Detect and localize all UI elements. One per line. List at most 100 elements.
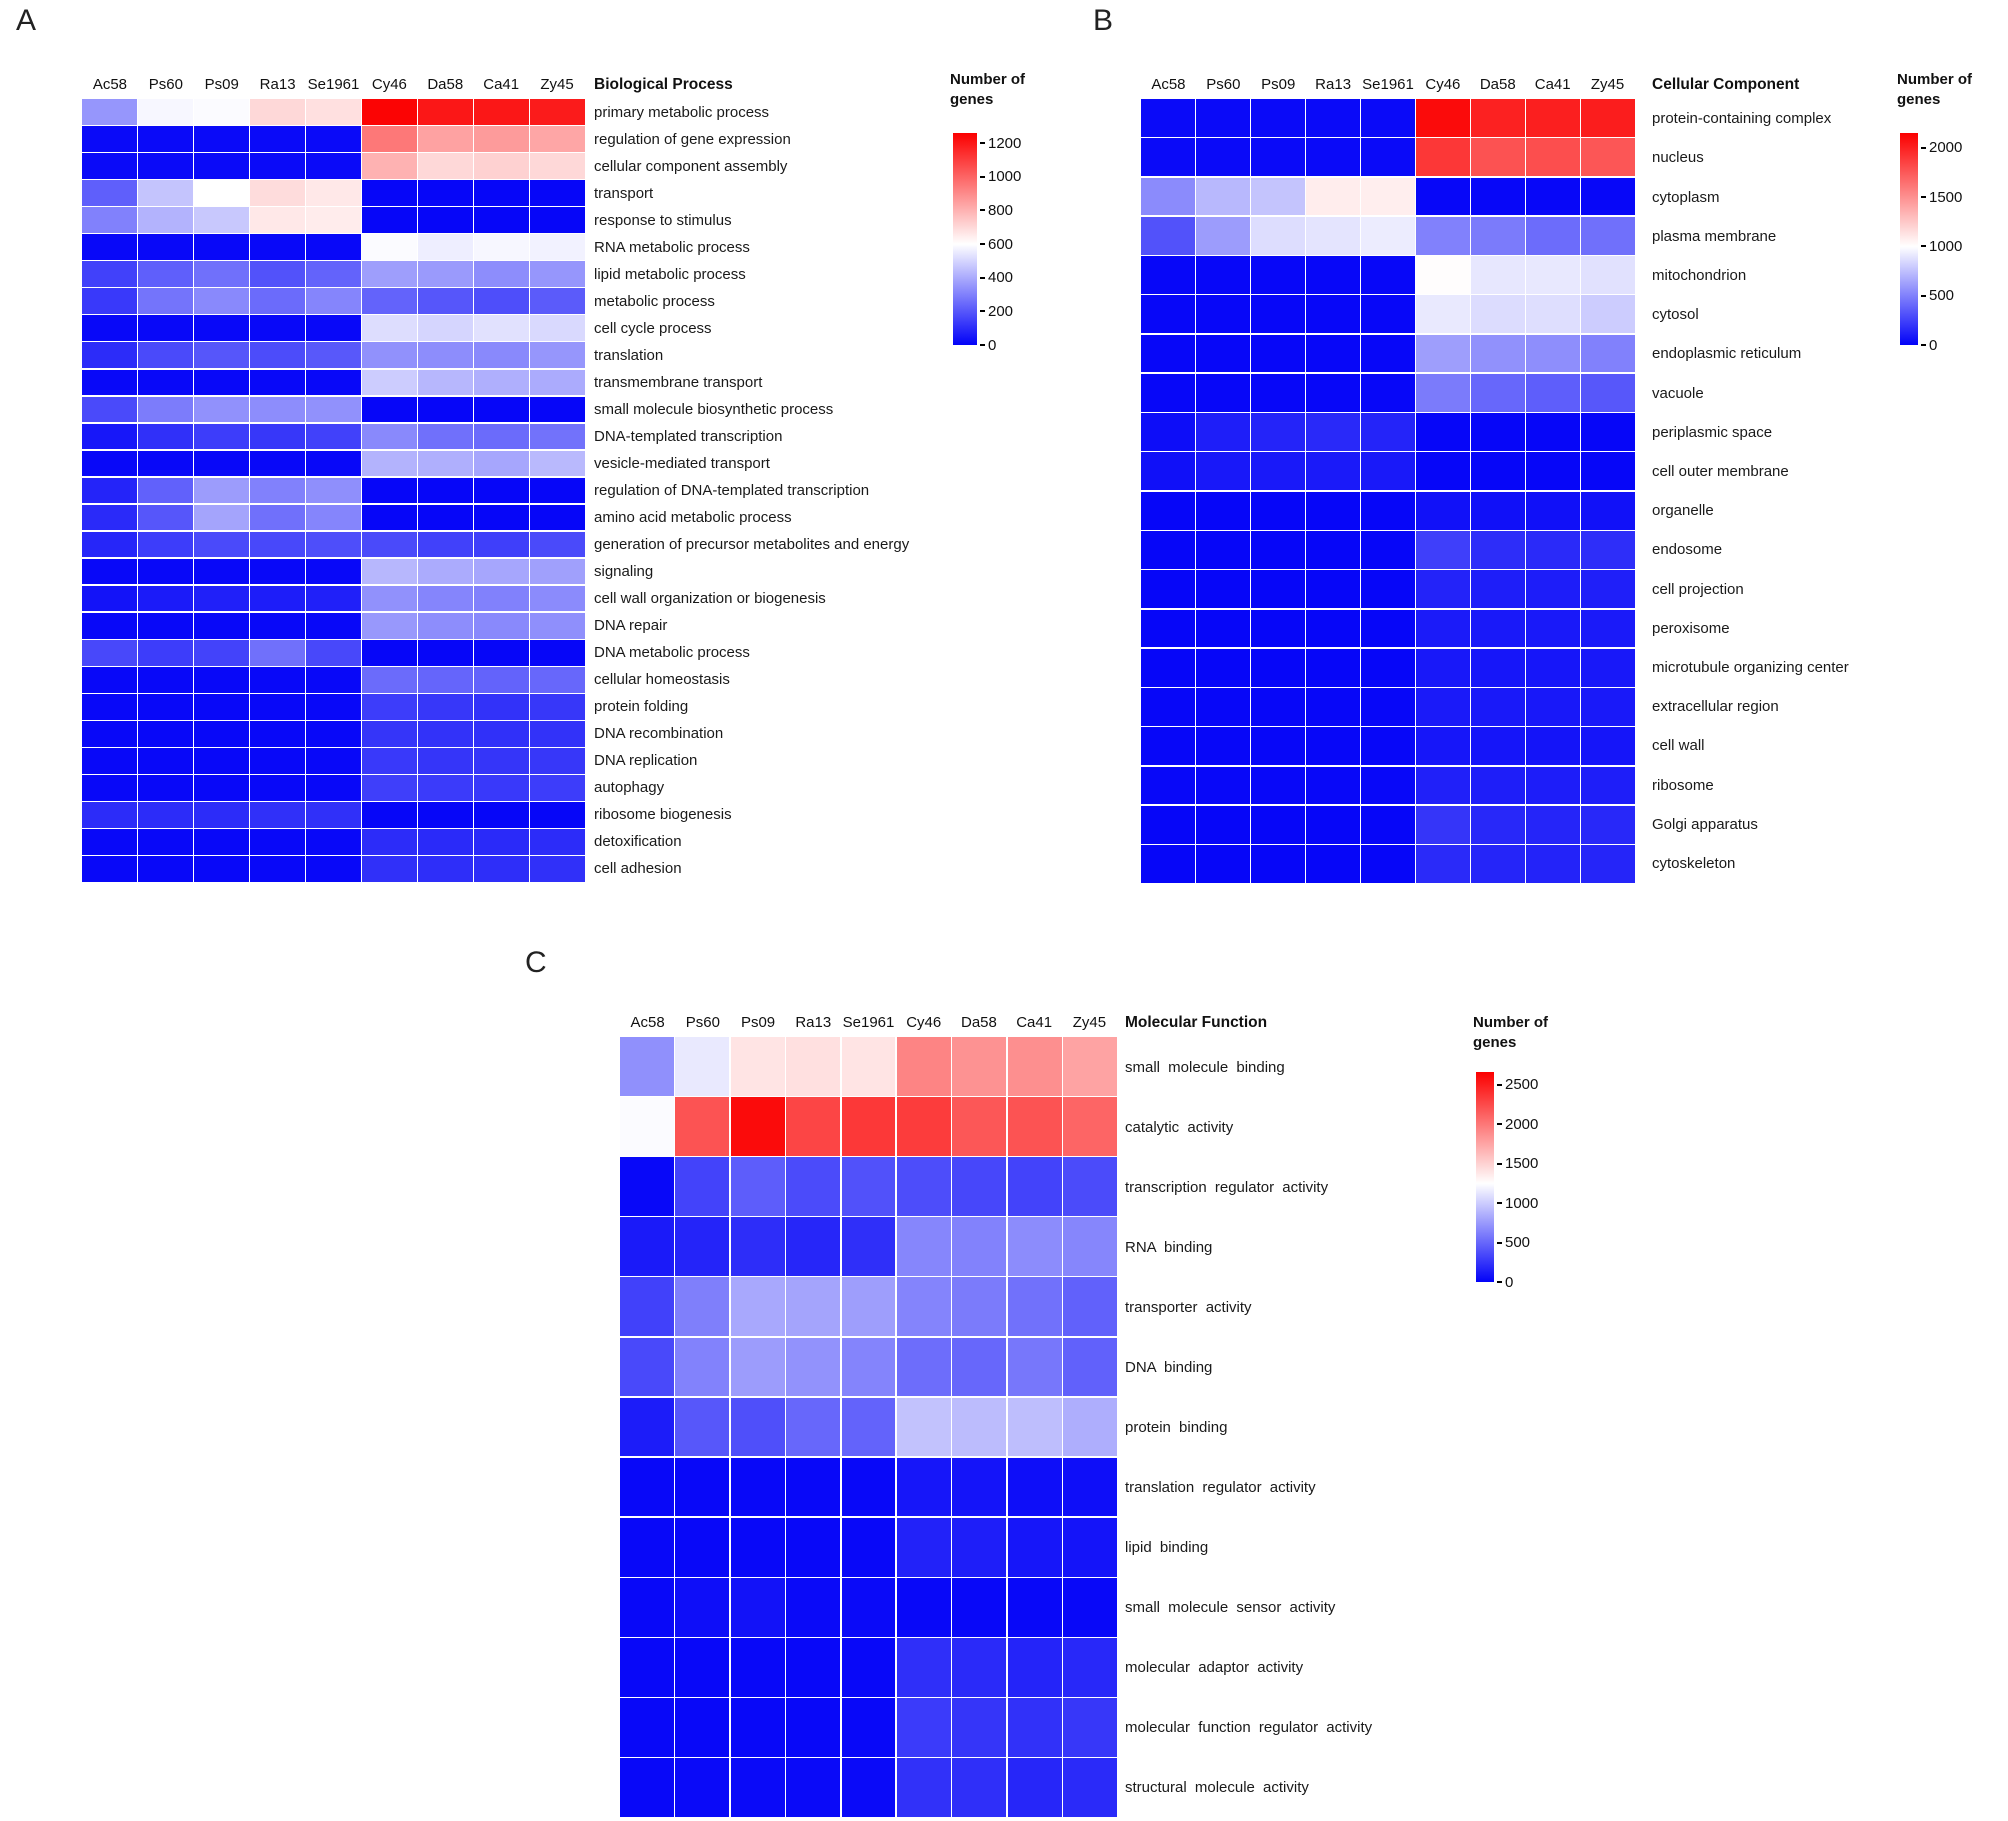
heatmap-cell [1063, 1097, 1117, 1156]
heatmap-cell [1007, 1457, 1062, 1517]
heatmap-cell [952, 1037, 1007, 1096]
heatmap-cell [362, 207, 417, 233]
heatmap-cell [418, 396, 473, 423]
heatmap-grid [620, 1037, 1117, 1817]
heatmap-cell [1416, 609, 1470, 648]
heatmap-cell [1526, 531, 1580, 569]
heatmap-cell [1581, 334, 1635, 373]
heatmap-cell [1063, 1037, 1117, 1096]
row-label: small molecule sensor activity [1125, 1598, 1336, 1616]
column-header-ac58: Ac58 [630, 1014, 665, 1031]
row-labels: protein-containing complex nucleus cytopla… [1652, 99, 1902, 883]
tick-mark-icon [1921, 294, 1926, 297]
heatmap-cell [82, 261, 137, 287]
heatmap-cell [1251, 727, 1305, 766]
heatmap-cell [675, 1217, 730, 1276]
heatmap-cell [675, 1157, 730, 1216]
heatmap-cell [530, 640, 585, 666]
heatmap-cell [1306, 805, 1360, 844]
heatmap-cell [138, 450, 193, 477]
heatmap-cell [194, 369, 249, 396]
tick-label: 1500 [1929, 188, 1963, 206]
row-label: DNA replication [594, 752, 698, 769]
panel-a-letter: A [16, 4, 37, 37]
legend-tick: 1000 [1921, 238, 1962, 254]
heatmap-cell [1251, 216, 1305, 255]
heatmap-grid [82, 99, 585, 882]
row-label: DNA repair [594, 617, 668, 634]
tick-mark-icon [1921, 245, 1926, 248]
heatmap-cell [620, 1517, 674, 1577]
heatmap-cell [138, 234, 193, 260]
legend-tick: 1000 [980, 169, 1021, 185]
row-label: transmembrane transport [594, 374, 763, 391]
heatmap-cell [1526, 295, 1580, 334]
row-label: protein binding [1125, 1418, 1228, 1436]
column-header-zy45: Zy45 [1590, 76, 1625, 93]
heatmap-cell [620, 1638, 674, 1697]
heatmap-cell [362, 748, 417, 774]
heatmap-cell [1007, 1157, 1062, 1216]
heatmap-grid [1141, 99, 1635, 883]
heatmap-cell [1361, 256, 1415, 294]
heatmap-cell [474, 802, 529, 828]
tick-label: 1200 [988, 134, 1022, 152]
heatmap-cell [1063, 1277, 1117, 1337]
heatmap-cell [530, 802, 585, 828]
heatmap-cell [138, 531, 193, 558]
row-label: lipid binding [1125, 1538, 1209, 1556]
heatmap-cell [786, 1037, 841, 1096]
row-label: regulation of gene expression [594, 131, 791, 148]
heatmap-cell [362, 802, 417, 828]
heatmap-cell [306, 667, 361, 693]
heatmap-cell [896, 1698, 951, 1757]
heatmap-cell [1471, 727, 1525, 766]
heatmap-cell [418, 342, 473, 369]
heatmap-cell [730, 1457, 785, 1517]
heatmap-cell [1416, 177, 1470, 216]
legend-tick: 800 [980, 202, 1013, 218]
heatmap-cell [530, 315, 585, 341]
heatmap-cell [1416, 845, 1470, 883]
heatmap-cell [730, 1758, 785, 1817]
heatmap-cell [418, 477, 473, 504]
color-legend: Number of genes 1200 1000 800 600 400 200 0 [950, 70, 1026, 353]
column-header-se1961: Se1961 [842, 1014, 895, 1031]
legend-tick: 2000 [1497, 1116, 1538, 1132]
legend-tick: 200 [980, 303, 1013, 319]
heatmap-cell [1416, 373, 1470, 412]
heatmap-cell [194, 802, 249, 828]
heatmap-cell [82, 369, 137, 396]
tick-mark-icon [1497, 1281, 1502, 1283]
heatmap-cell [1196, 766, 1250, 805]
heatmap-cell [82, 126, 137, 152]
heatmap-cell [620, 1037, 674, 1096]
heatmap-cell [82, 856, 137, 882]
heatmap-cell [1471, 334, 1525, 373]
heatmap-cell [1471, 845, 1525, 883]
heatmap-cell [1251, 177, 1305, 216]
heatmap-cell [896, 1578, 951, 1637]
heatmap-cell [1141, 688, 1195, 726]
heatmap-cell [82, 99, 137, 125]
heatmap-cell [1141, 609, 1195, 648]
heatmap-cell [194, 558, 249, 585]
heatmap-cell [306, 477, 361, 504]
heatmap-cell [730, 1698, 785, 1757]
tick-label: 500 [1929, 287, 1955, 305]
heatmap-cell [194, 126, 249, 152]
row-label: nucleus [1652, 149, 1704, 167]
heatmap-cell [250, 640, 305, 666]
heatmap-cell [474, 207, 529, 233]
heatmap-cell [620, 1698, 674, 1757]
heatmap-cell [1581, 177, 1635, 216]
heatmap-cell [138, 775, 193, 801]
heatmap-cell [418, 261, 473, 287]
heatmap-cell [306, 396, 361, 423]
heatmap-cell [306, 315, 361, 341]
row-label: regulation of DNA-templated transcriptio… [594, 482, 870, 499]
heatmap-cell [841, 1037, 896, 1096]
heatmap-cell [1471, 805, 1525, 844]
tick-label: 0 [1929, 336, 1938, 354]
